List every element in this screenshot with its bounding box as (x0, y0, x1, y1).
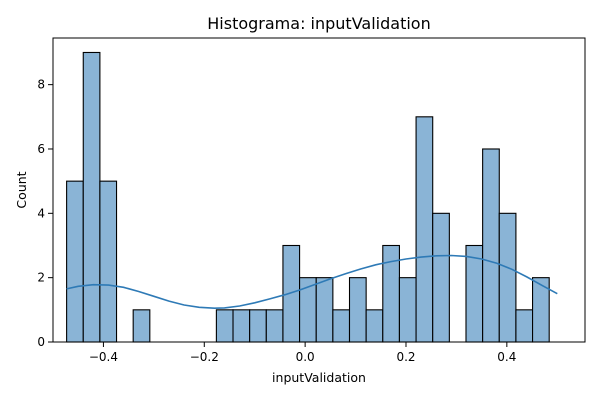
histogram-bar (515, 309, 534, 343)
y-axis-ticks: 0 2 4 6 8 (37, 78, 53, 349)
histogram-bar (398, 277, 417, 343)
histogram-bar (249, 309, 267, 343)
x-tick-label: −0.2 (190, 350, 219, 364)
y-tick-label: 6 (37, 142, 45, 156)
x-axis-ticks: −0.4 −0.2 0.0 0.2 0.4 (89, 342, 516, 364)
histogram-bar (232, 309, 251, 343)
histogram-bar (132, 309, 151, 343)
histogram-bar (332, 309, 351, 343)
y-tick-label: 4 (37, 206, 45, 220)
histogram-bar (498, 212, 517, 343)
y-tick-label: 0 (37, 335, 45, 349)
x-axis-label: inputValidation (272, 370, 366, 385)
y-tick-label: 2 (37, 271, 45, 285)
histogram-bar (365, 309, 384, 343)
x-tick-label: 0.0 (296, 350, 315, 364)
histogram-bar (265, 309, 284, 343)
histogram-bar (66, 180, 84, 343)
histogram-bar (315, 277, 334, 343)
histogram-bar (465, 244, 484, 343)
bars-group (66, 51, 550, 343)
histogram-bar (348, 277, 367, 343)
x-tick-label: 0.2 (396, 350, 415, 364)
kde-curve (66, 254, 558, 310)
y-tick-label: 8 (37, 78, 45, 92)
histogram-bar (82, 51, 101, 343)
histogram-bar (432, 212, 450, 343)
histogram-bar (415, 116, 434, 343)
plot-frame (52, 37, 586, 343)
x-tick-label: −0.4 (89, 350, 118, 364)
histogram-bar (215, 309, 234, 343)
y-axis-label: Count (14, 171, 29, 208)
histogram-bar (99, 180, 118, 343)
chart-title: Histograma: inputValidation (207, 14, 430, 33)
x-tick-label: 0.4 (497, 350, 516, 364)
histogram-bar (482, 148, 500, 343)
